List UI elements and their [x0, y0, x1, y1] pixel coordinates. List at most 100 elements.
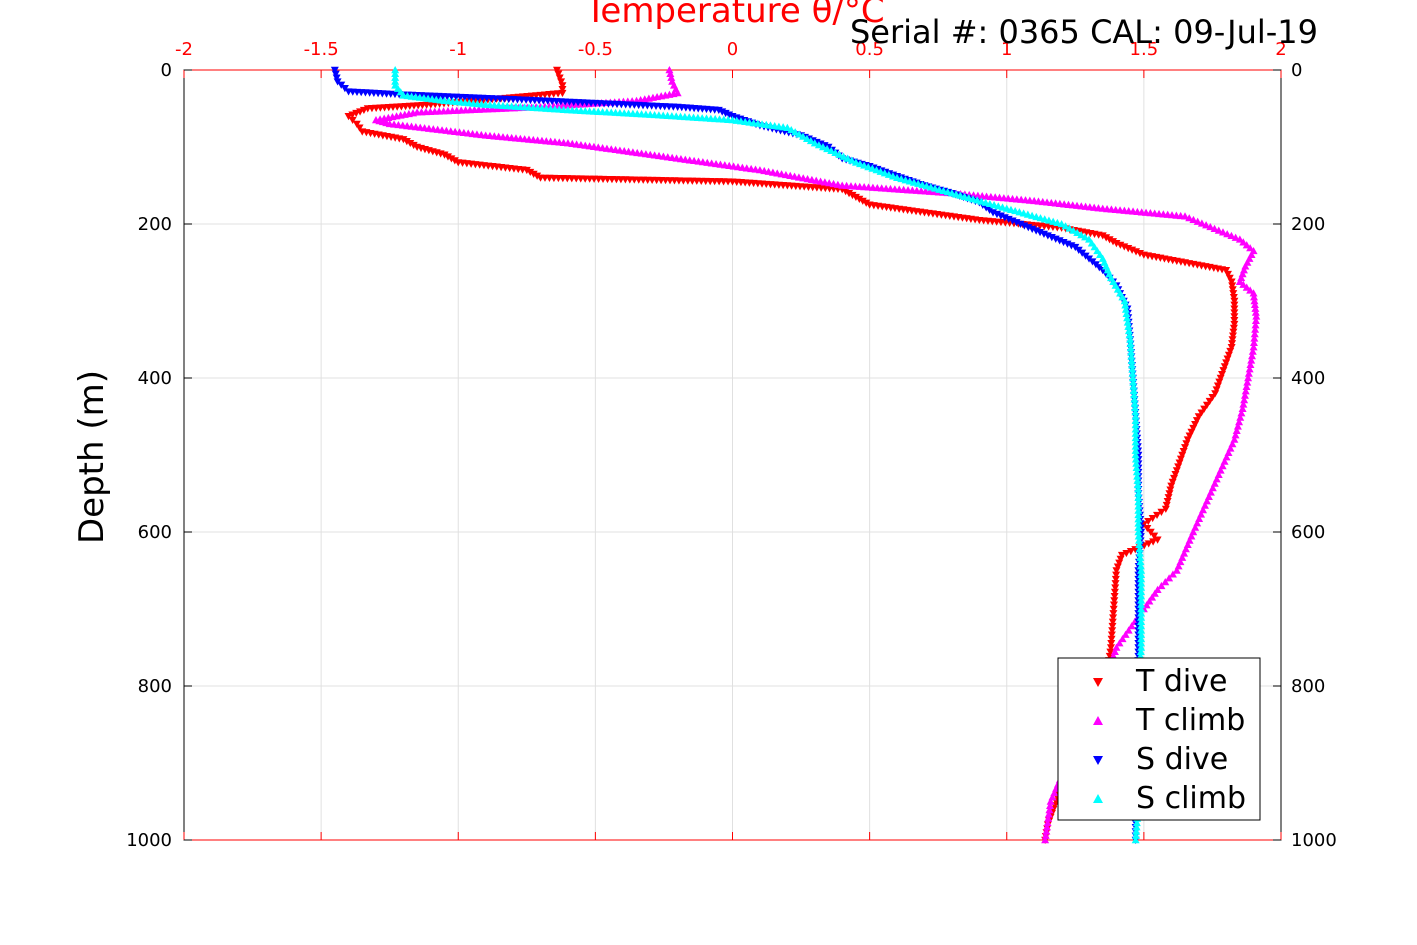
data-point [1237, 409, 1246, 417]
data-point [1134, 532, 1143, 540]
data-point [1127, 352, 1136, 360]
data-point [1134, 493, 1143, 501]
data-point [1129, 386, 1138, 395]
data-point [1210, 479, 1219, 487]
data-point [1115, 559, 1124, 567]
data-point [1251, 308, 1260, 316]
data-point [1230, 313, 1239, 321]
data-point [1131, 442, 1140, 450]
data-point [1183, 436, 1192, 444]
data-point [440, 151, 449, 159]
data-point [1098, 232, 1107, 240]
data-point [1090, 243, 1099, 251]
data-point [1180, 549, 1189, 557]
data-point [1200, 405, 1209, 413]
data-point [1112, 643, 1121, 651]
data-point [1137, 579, 1146, 587]
data-point [1153, 585, 1162, 593]
data-point [806, 136, 815, 145]
data-point [1187, 532, 1196, 540]
data-point [552, 66, 561, 74]
data-point [1110, 647, 1119, 655]
data-point [1200, 501, 1209, 509]
data-point [1131, 836, 1140, 844]
x-tick-label: 1 [1001, 39, 1012, 60]
data-point [554, 70, 563, 78]
data-point [1222, 359, 1231, 367]
data-point [802, 134, 811, 142]
data-point [1050, 788, 1059, 797]
data-point [1237, 273, 1246, 282]
data-point [851, 158, 860, 166]
data-point [1218, 462, 1227, 470]
data-point [1142, 601, 1151, 609]
data-point [1130, 395, 1139, 403]
data-point [1136, 553, 1145, 561]
data-point [1132, 827, 1141, 835]
data-point [1170, 474, 1179, 483]
data-point [1137, 570, 1146, 578]
data-point [1131, 451, 1140, 459]
data-point [1130, 391, 1139, 399]
data-point [1197, 510, 1206, 518]
data-point [1250, 293, 1259, 301]
data-point [1116, 289, 1125, 297]
data-point [1179, 447, 1188, 456]
data-point [1227, 344, 1236, 352]
y-tick-label-right: 400 [1291, 368, 1325, 389]
data-point [1153, 536, 1162, 544]
data-point [1131, 438, 1140, 446]
data-point [1228, 336, 1237, 344]
data-point [1131, 433, 1140, 442]
data-point [1131, 412, 1140, 420]
data-point [1252, 312, 1261, 320]
data-point [1137, 622, 1146, 630]
data-point [348, 116, 357, 125]
data-point [839, 152, 848, 160]
data-point [1245, 254, 1254, 262]
data-point [1103, 266, 1112, 274]
data-point [399, 136, 408, 144]
data-point [526, 168, 535, 177]
data-point [1224, 351, 1233, 359]
data-point [1041, 831, 1050, 839]
data-point [1172, 566, 1181, 574]
data-point [795, 130, 804, 138]
legend-marker [1093, 678, 1103, 687]
data-point [1238, 404, 1247, 412]
data-point [533, 172, 542, 180]
data-point [1238, 270, 1247, 278]
serial-calibration-label: Serial #: 0365 CAL: 09-Jul-19 [850, 13, 1318, 51]
data-point [1121, 305, 1130, 313]
data-point [791, 128, 800, 136]
data-point [1220, 363, 1229, 371]
data-point [1165, 490, 1174, 498]
data-point [1242, 382, 1251, 390]
data-point [851, 193, 860, 202]
data-point [1106, 273, 1115, 282]
data-point [1167, 482, 1176, 490]
data-point [1230, 305, 1239, 313]
x-tick-label: 1.5 [1130, 39, 1159, 60]
data-point [831, 148, 840, 156]
data-point [1134, 489, 1143, 497]
data-point [845, 190, 854, 198]
data-point [1131, 831, 1140, 839]
data-point [1163, 498, 1172, 506]
data-point [409, 141, 418, 150]
data-point [1230, 317, 1239, 325]
data-point [1115, 639, 1124, 647]
data-point [1127, 356, 1136, 365]
data-point [529, 170, 538, 178]
data-point [1127, 361, 1136, 369]
data-point [447, 155, 456, 163]
legend-label: T dive [1135, 664, 1227, 699]
data-point [557, 78, 566, 86]
data-point [1225, 274, 1234, 282]
data-point [1208, 484, 1217, 492]
data-point [843, 154, 852, 162]
data-point [1247, 356, 1256, 364]
data-point [1111, 584, 1120, 592]
data-point [355, 124, 364, 132]
data-point [1243, 378, 1252, 386]
